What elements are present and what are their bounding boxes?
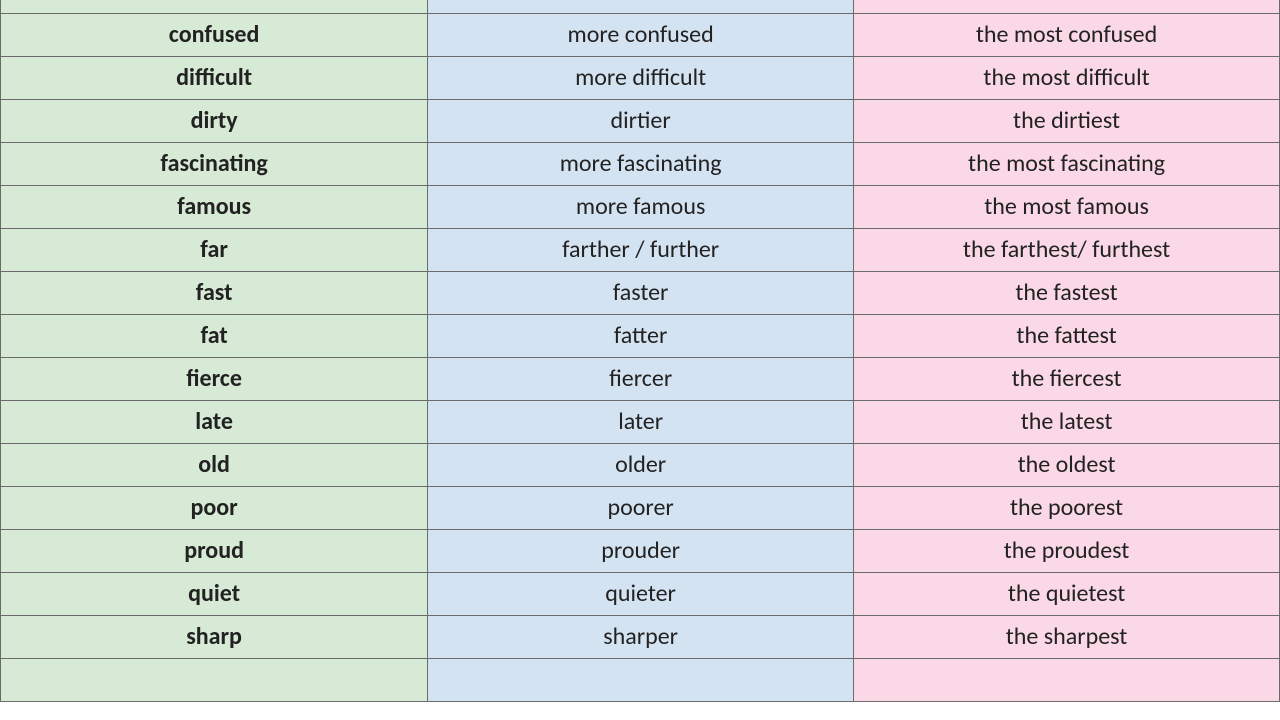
comparative-cell xyxy=(428,659,854,702)
table-row: quietquieterthe quietest xyxy=(1,573,1280,616)
table-row: sharpsharperthe sharpest xyxy=(1,616,1280,659)
adjective-cell: quiet xyxy=(1,573,428,616)
table-row: famousmore famousthe most famous xyxy=(1,186,1280,229)
superlative-cell: the poorest xyxy=(854,487,1280,530)
adjective-cell: clever xyxy=(1,0,428,14)
comparative-cell: quieter xyxy=(428,573,854,616)
superlative-cell: the farthest/ furthest xyxy=(854,229,1280,272)
adjective-cell: fascinating xyxy=(1,143,428,186)
superlative-cell: the fiercest xyxy=(854,358,1280,401)
adjective-cell: fast xyxy=(1,272,428,315)
comparative-cell: more confused xyxy=(428,14,854,57)
comparative-cell: cleverer xyxy=(428,0,854,14)
superlative-cell: the latest xyxy=(854,401,1280,444)
table-row: latelaterthe latest xyxy=(1,401,1280,444)
adjective-cell: sharp xyxy=(1,616,428,659)
comparative-cell: more famous xyxy=(428,186,854,229)
adjectives-table: cleverclevererthe cleverestconfusedmore … xyxy=(0,0,1280,702)
table-row: confusedmore confusedthe most confused xyxy=(1,14,1280,57)
superlative-cell: the most fascinating xyxy=(854,143,1280,186)
superlative-cell xyxy=(854,659,1280,702)
comparative-cell: more fascinating xyxy=(428,143,854,186)
comparative-cell: fatter xyxy=(428,315,854,358)
superlative-cell: the oldest xyxy=(854,444,1280,487)
table-row: oldolderthe oldest xyxy=(1,444,1280,487)
table-row xyxy=(1,659,1280,702)
table-row: proudprouderthe proudest xyxy=(1,530,1280,573)
table-row: dirtydirtierthe dirtiest xyxy=(1,100,1280,143)
comparative-cell: sharper xyxy=(428,616,854,659)
superlative-cell: the fattest xyxy=(854,315,1280,358)
superlative-cell: the quietest xyxy=(854,573,1280,616)
comparative-cell: farther / further xyxy=(428,229,854,272)
superlative-cell: the dirtiest xyxy=(854,100,1280,143)
adjective-cell: confused xyxy=(1,14,428,57)
superlative-cell: the proudest xyxy=(854,530,1280,573)
comparative-cell: poorer xyxy=(428,487,854,530)
adjective-cell: fat xyxy=(1,315,428,358)
comparative-cell: fiercer xyxy=(428,358,854,401)
table-row: fiercefiercerthe fiercest xyxy=(1,358,1280,401)
adjective-cell: late xyxy=(1,401,428,444)
superlative-cell: the most difficult xyxy=(854,57,1280,100)
table-row: difficultmore difficultthe most difficul… xyxy=(1,57,1280,100)
adjective-cell: far xyxy=(1,229,428,272)
table-row: farfarther / furtherthe farthest/ furthe… xyxy=(1,229,1280,272)
comparative-cell: more difficult xyxy=(428,57,854,100)
comparative-cell: dirtier xyxy=(428,100,854,143)
comparative-cell: faster xyxy=(428,272,854,315)
table-row: cleverclevererthe cleverest xyxy=(1,0,1280,14)
adjective-cell: difficult xyxy=(1,57,428,100)
table-row: fastfasterthe fastest xyxy=(1,272,1280,315)
adjective-cell: poor xyxy=(1,487,428,530)
table-row: fatfatterthe fattest xyxy=(1,315,1280,358)
adjective-cell xyxy=(1,659,428,702)
superlative-cell: the most famous xyxy=(854,186,1280,229)
adjective-cell: old xyxy=(1,444,428,487)
table-row: fascinatingmore fascinatingthe most fasc… xyxy=(1,143,1280,186)
table-wrapper: cleverclevererthe cleverestconfusedmore … xyxy=(0,0,1280,702)
adjective-cell: famous xyxy=(1,186,428,229)
adjective-cell: fierce xyxy=(1,358,428,401)
adjective-cell: dirty xyxy=(1,100,428,143)
comparative-cell: older xyxy=(428,444,854,487)
comparative-cell: prouder xyxy=(428,530,854,573)
superlative-cell: the sharpest xyxy=(854,616,1280,659)
superlative-cell: the most confused xyxy=(854,14,1280,57)
adjective-cell: proud xyxy=(1,530,428,573)
comparative-cell: later xyxy=(428,401,854,444)
superlative-cell: the cleverest xyxy=(854,0,1280,14)
table-row: poorpoorerthe poorest xyxy=(1,487,1280,530)
superlative-cell: the fastest xyxy=(854,272,1280,315)
